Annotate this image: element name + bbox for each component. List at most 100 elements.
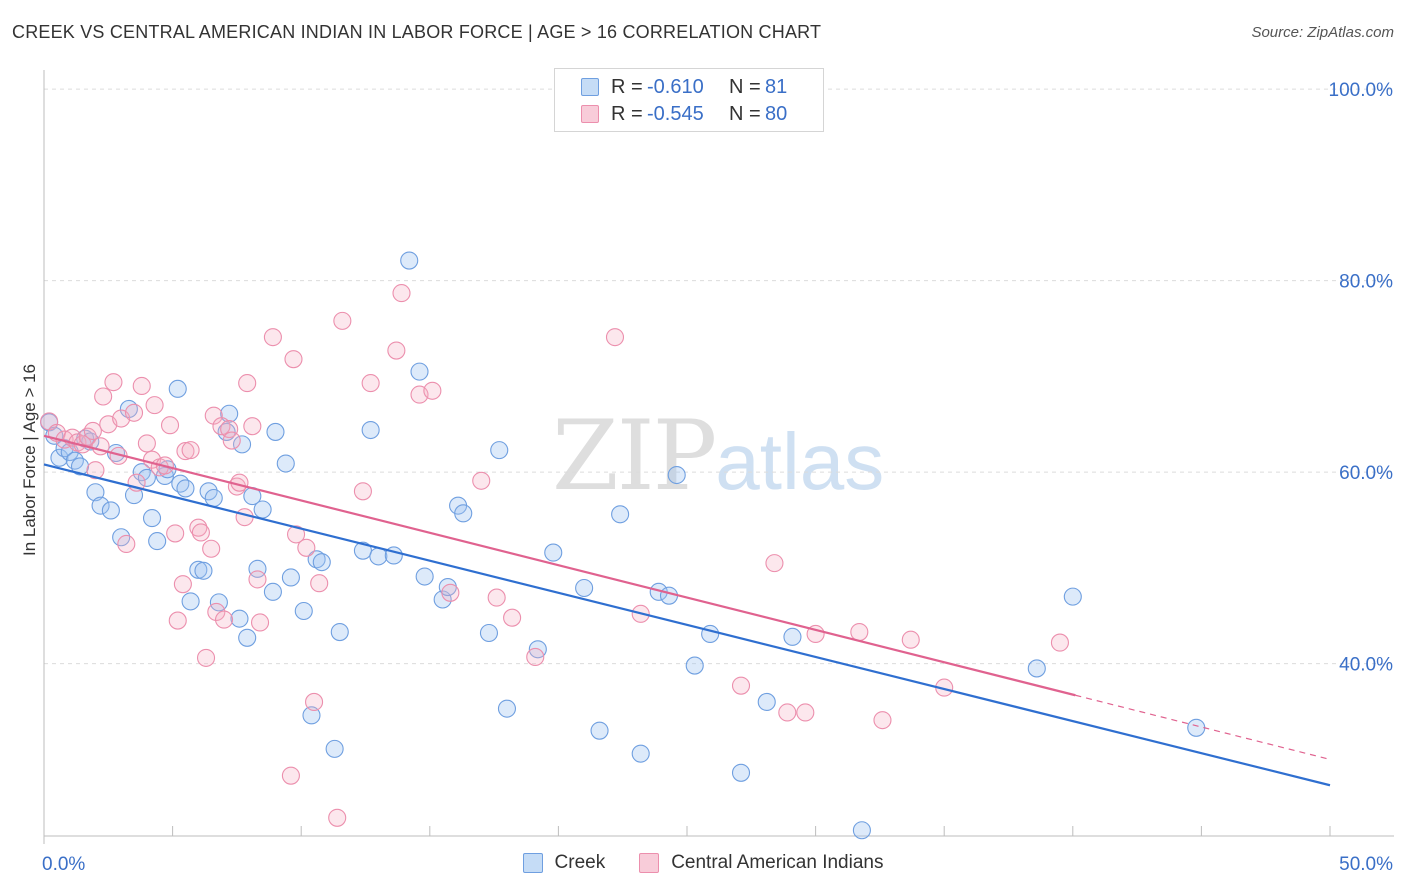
chart-title: CREEK VS CENTRAL AMERICAN INDIAN IN LABO…: [12, 22, 822, 42]
series-legend-creek: Creek: [522, 852, 606, 874]
central-american-point: [104, 373, 123, 392]
creek-point: [142, 509, 162, 528]
creek-point: [132, 463, 151, 482]
creek-point: [667, 465, 686, 485]
central-american-point: [124, 403, 144, 422]
central-american-point: [310, 574, 329, 593]
creek-point: [1187, 718, 1206, 737]
central-american-point: [86, 461, 105, 480]
central-american-point: [392, 284, 411, 303]
central-american-point: [94, 387, 113, 406]
creek-point: [330, 623, 349, 642]
legend-row-creek: R = -0.610 N = 81: [581, 75, 787, 99]
zipatlas-watermark: ZIPatlas: [552, 400, 884, 512]
creek-point: [757, 692, 776, 712]
central-american-point: [328, 808, 347, 827]
legend-r-value: -0.610: [647, 75, 704, 98]
creek-point: [490, 441, 509, 460]
central-american-point: [243, 417, 262, 436]
creek-point: [238, 628, 257, 647]
central-american-point: [305, 692, 324, 712]
central-american-point: [160, 416, 180, 435]
creek-point: [194, 561, 213, 580]
legend-r-value: -0.545: [647, 102, 704, 125]
creek-point: [230, 609, 249, 628]
central-american-point: [166, 524, 185, 543]
series-label-creek: Creek: [554, 852, 606, 873]
creek-point: [497, 699, 517, 718]
central-american-point: [778, 703, 797, 722]
creek-point: [101, 501, 120, 520]
central-american-point: [145, 396, 164, 415]
creek-point: [137, 468, 156, 487]
creek-point: [852, 821, 871, 840]
central-american-point: [222, 431, 241, 450]
creek-point: [575, 578, 594, 598]
central-american-point: [202, 539, 221, 558]
y-tick-label: 40.0%: [1339, 655, 1393, 676]
central-american-point: [503, 608, 522, 627]
central-american-point: [78, 427, 97, 446]
central-american-point: [472, 471, 491, 490]
creek-point: [263, 582, 282, 601]
creek-point: [659, 586, 679, 605]
creek-point: [783, 627, 802, 646]
central-american-point: [235, 508, 254, 527]
creek-point: [281, 568, 300, 587]
central-american-point: [83, 421, 102, 441]
creek-point: [479, 623, 499, 643]
central-american-point: [117, 534, 136, 554]
series-legend: Creek Central American Indians: [0, 852, 1406, 874]
creek-trend-line: [43, 463, 1331, 787]
x-tick-label: 50.0%: [1339, 854, 1393, 875]
legend-r-label: R =: [611, 102, 643, 125]
y-tick-label: 60.0%: [1339, 463, 1393, 484]
creek-point: [312, 553, 331, 572]
creek-point: [454, 504, 473, 523]
creek-point: [294, 601, 313, 621]
creek-point: [302, 706, 321, 725]
creek-point: [611, 505, 630, 524]
central-american-point: [281, 766, 300, 785]
creek-point: [50, 448, 69, 467]
creek-point: [253, 500, 272, 519]
watermark-atlas: atlas: [715, 417, 885, 506]
central-american-point: [850, 623, 869, 642]
creek-point: [685, 656, 704, 675]
creek-point: [189, 560, 208, 579]
legend-n-label: N =: [729, 75, 761, 98]
creek-point: [232, 435, 252, 454]
central-american-point: [353, 482, 372, 501]
central-american-point: [137, 434, 156, 453]
creek-point: [204, 488, 223, 508]
legend-swatch-creek: [581, 78, 599, 96]
creek-point: [307, 550, 326, 569]
central-american-point: [191, 523, 210, 542]
creek-point: [168, 379, 187, 398]
central-american-point: [181, 441, 200, 460]
central-american-point: [168, 611, 187, 630]
creek-point: [86, 483, 105, 502]
creek-point: [70, 457, 90, 476]
central-american-point: [263, 328, 282, 347]
creek-point: [410, 362, 429, 381]
central-american-point: [287, 525, 306, 544]
central-american-point: [214, 610, 234, 629]
creek-point: [65, 451, 84, 470]
stats-legend: R = -0.610 N = 81 R = -0.545 N = 80: [554, 68, 824, 132]
creek-point: [266, 422, 285, 441]
central-american-point: [901, 630, 920, 649]
central-american-point: [605, 328, 625, 347]
creek-point: [181, 592, 200, 611]
central-american-point: [132, 376, 151, 396]
creek-point: [415, 567, 434, 586]
central-american-point: [441, 583, 460, 602]
legend-n-value: 80: [765, 102, 788, 125]
central-american-point: [196, 648, 216, 667]
central-american-point: [387, 341, 406, 360]
creek-point: [361, 420, 380, 440]
central-american-point: [526, 647, 545, 666]
creek-point: [171, 474, 190, 493]
central-american-point: [361, 374, 380, 393]
